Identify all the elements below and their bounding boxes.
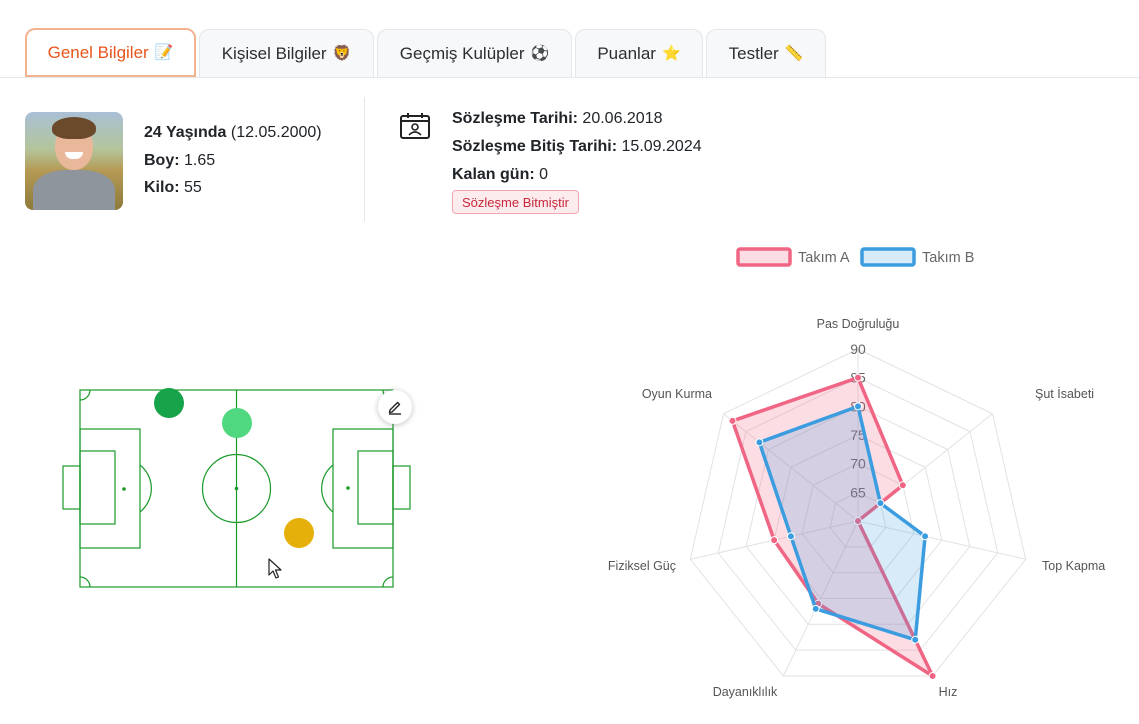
radar-axis-label: Hız (939, 685, 958, 699)
radar-point (876, 499, 885, 508)
radar-axis-label: Top Kapma (1042, 559, 1105, 573)
radar-point (811, 604, 820, 613)
age-line: 24 Yaşında (12.05.2000) (144, 124, 322, 142)
tab-label: Puanlar (597, 43, 656, 63)
radar-spoke (857, 520, 1026, 560)
height-label: Boy: (144, 152, 180, 169)
weight-label: Kilo: (144, 179, 180, 196)
radar-tick-label: 65 (850, 484, 866, 500)
pencil-icon (388, 401, 401, 415)
position-marker-light-green[interactable] (222, 408, 252, 438)
tab-label: Genel Bilgiler (47, 42, 149, 62)
radar-point (755, 438, 764, 447)
lion-icon: 🦁 (332, 45, 352, 62)
legend-swatch (860, 247, 916, 267)
radar-series-a (730, 375, 935, 678)
tab-kisisel-bilgiler[interactable]: Kişisel Bilgiler 🦁 (199, 29, 374, 77)
edit-positions-button[interactable] (378, 390, 412, 424)
legend-swatch (736, 247, 792, 267)
radar-point (928, 671, 937, 680)
tab-gecmis-kulupler[interactable]: Geçmiş Kulüpler ⚽ (377, 29, 572, 77)
tab-genel-bilgiler[interactable]: Genel Bilgiler 📝 (25, 28, 196, 77)
contract-status-badge: Sözleşme Bitmiştir (452, 190, 579, 214)
contract-start-value: 20.06.2018 (582, 110, 663, 127)
radar-axis-label: Oyun Kurma (642, 387, 712, 401)
radar-point (854, 517, 862, 525)
radar-point (786, 532, 795, 541)
tab-label: Testler (728, 43, 779, 63)
height-line: Boy: 1.65 (144, 152, 215, 170)
radar-grid-ring (689, 348, 1027, 677)
radar-axis-label: Dayanıklılık (713, 685, 778, 699)
radar-point (770, 536, 779, 545)
remaining-days-label: Kalan gün: (452, 166, 535, 183)
ruler-icon: 📏 (784, 45, 804, 62)
calendar-icon (400, 113, 430, 139)
legend-label: Takım A (798, 250, 850, 266)
radar-axis-label: Fiziksel Güç (608, 559, 676, 573)
height-value: 1.65 (184, 152, 216, 169)
radar-grid-ring (801, 463, 915, 574)
position-marker-dark-green[interactable] (154, 388, 184, 418)
radar-grid-ring (717, 377, 999, 651)
weight-value: 55 (184, 179, 202, 196)
radar-axis-label: Şut İsabeti (1035, 387, 1094, 401)
tab-label: Geçmiş Kulüpler (399, 43, 525, 63)
legend-label: Takım B (922, 250, 974, 266)
radar-point (921, 532, 930, 541)
tab-testler[interactable]: Testler 📏 (706, 29, 826, 77)
radar-tick-label: 70 (850, 456, 866, 472)
radar-point (728, 416, 737, 425)
weight-line: Kilo: 55 (144, 179, 202, 197)
contract-start-line: Sözleşme Tarihi: 20.06.2018 (452, 110, 663, 128)
mouse-cursor-icon (268, 558, 282, 579)
soccer-ball-icon: ⚽ (530, 45, 550, 62)
tab-bar-divider (0, 77, 1139, 78)
contract-end-line: Sözleşme Bitiş Tarihi: 15.09.2024 (452, 138, 702, 156)
memo-icon: 📝 (154, 44, 174, 61)
radar-tick-label: 90 (850, 341, 866, 357)
contract-start-label: Sözleşme Tarihi: (452, 110, 578, 127)
radar-point (898, 481, 907, 490)
section-divider (364, 97, 365, 222)
radar-axis-label: Pas Doğruluğu (817, 317, 900, 331)
remaining-days-line: Kalan gün: 0 (452, 166, 548, 184)
radar-grid-ring (773, 434, 943, 599)
age-label: 24 Yaşında (144, 124, 227, 141)
radar-point (854, 402, 862, 411)
contract-end-label: Sözleşme Bitiş Tarihi: (452, 138, 618, 155)
radar-point (854, 373, 862, 382)
radar-spoke (782, 520, 859, 677)
contract-end-value: 15.09.2024 (621, 138, 702, 155)
radar-grid-ring (745, 405, 971, 625)
player-photo (25, 112, 123, 210)
remaining-days-value: 0 (539, 166, 549, 183)
tab-puanlar[interactable]: Puanlar ⭐ (575, 29, 703, 77)
position-marker-yellow[interactable] (284, 518, 314, 548)
tab-bar: Genel Bilgiler 📝 Kişisel Bilgiler 🦁 Geçm… (0, 0, 1139, 78)
tab-label: Kişisel Bilgiler (221, 43, 327, 63)
birth-date: (12.05.2000) (230, 124, 322, 141)
radar-point (911, 635, 920, 644)
star-icon: ⭐ (661, 45, 681, 62)
radar-spoke (723, 413, 859, 522)
radar-grid-ring (829, 491, 887, 548)
radar-series-b (757, 404, 927, 642)
